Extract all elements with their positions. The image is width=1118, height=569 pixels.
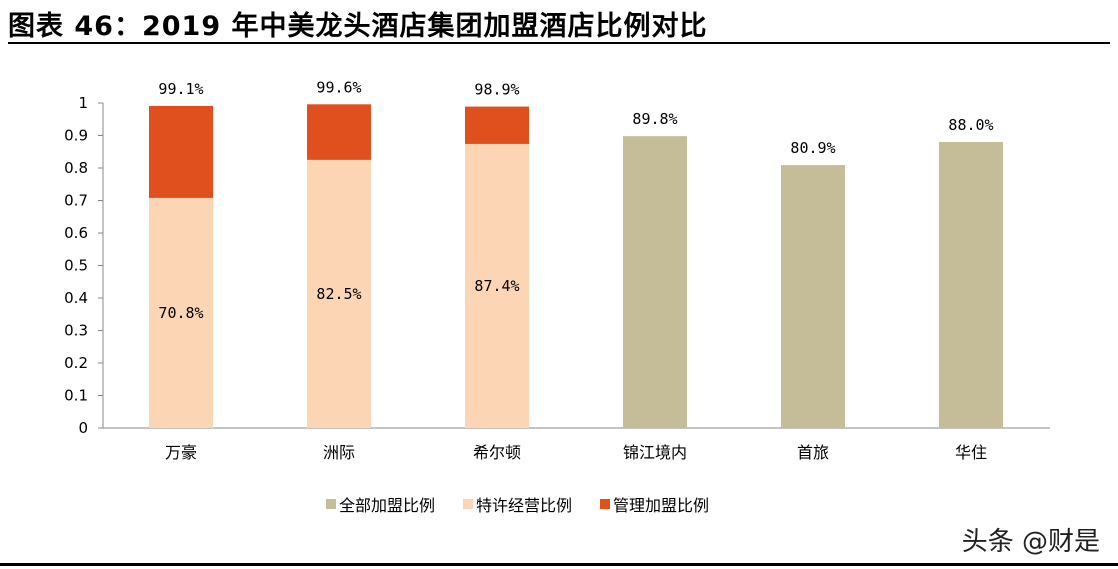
bar-total [623, 136, 687, 428]
y-tick-label: 0.8 [64, 159, 88, 177]
y-tick-label: 0.3 [64, 322, 88, 340]
y-tick-label: 0.1 [64, 387, 88, 405]
y-tick-label: 0.5 [64, 257, 88, 275]
x-tick-label: 首旅 [797, 443, 829, 462]
chart-title: 图表 46：2019 年中美龙头酒店集团加盟酒店比例对比 [8, 11, 708, 42]
legend-label: 管理加盟比例 [613, 496, 710, 515]
data-label-top: 98.9% [474, 81, 519, 99]
legend-swatch [463, 499, 474, 509]
data-label-top: 99.1% [158, 80, 203, 98]
title-rule [8, 42, 1110, 44]
data-label-top: 99.6% [316, 78, 361, 96]
y-tick-label: 0.6 [64, 224, 88, 242]
bar-managed [465, 106, 529, 144]
y-tick-label: 0 [78, 419, 88, 437]
legend: 全部加盟比例 特许经营比例 管理加盟比例 [326, 492, 709, 516]
x-tick-label: 洲际 [323, 443, 355, 462]
bar-managed [149, 105, 213, 198]
data-label-inner: 82.5% [316, 285, 361, 303]
bar-total [781, 165, 845, 428]
x-tick-label: 万豪 [165, 443, 197, 462]
legend-swatch [600, 499, 611, 509]
legend-item-total: 全部加盟比例 [326, 492, 435, 516]
y-tick-label: 0.7 [64, 192, 88, 210]
data-label-inner: 87.4% [474, 277, 519, 295]
x-tick-label: 锦江境内 [623, 443, 687, 462]
bar-franchise [149, 197, 213, 428]
bar-franchise [307, 159, 371, 428]
bar-total [939, 142, 1003, 428]
data-label-top: 89.8% [632, 110, 677, 128]
bar-franchise [465, 143, 529, 428]
data-label-inner: 70.8% [158, 304, 203, 322]
legend-swatch [326, 499, 336, 509]
legend-label: 特许经营比例 [476, 496, 573, 515]
watermark: 头条 @财是 [961, 527, 1100, 557]
legend-item-managed: 管理加盟比例 [600, 492, 709, 516]
legend-item-franchise: 特许经营比例 [463, 492, 572, 516]
y-tick-label: 0.4 [64, 289, 88, 307]
y-tick-label: 0.2 [64, 354, 88, 372]
x-tick-label: 华住 [955, 443, 987, 462]
y-tick-label: 0.9 [64, 127, 88, 145]
y-tick-label: 1 [78, 94, 88, 112]
bottom-rule [0, 563, 1118, 566]
bar-chart: 0 0.1 0.2 0.3 0.4 0.5 0.6 0.7 0.8 0.9 1 99.1% 70.8% 万… [64, 78, 1050, 462]
data-label-top: 80.9% [790, 139, 835, 157]
x-tick-label: 希尔顿 [473, 443, 521, 462]
data-label-top: 88.0% [948, 116, 993, 134]
bar-managed [307, 104, 371, 160]
legend-label: 全部加盟比例 [339, 496, 436, 515]
